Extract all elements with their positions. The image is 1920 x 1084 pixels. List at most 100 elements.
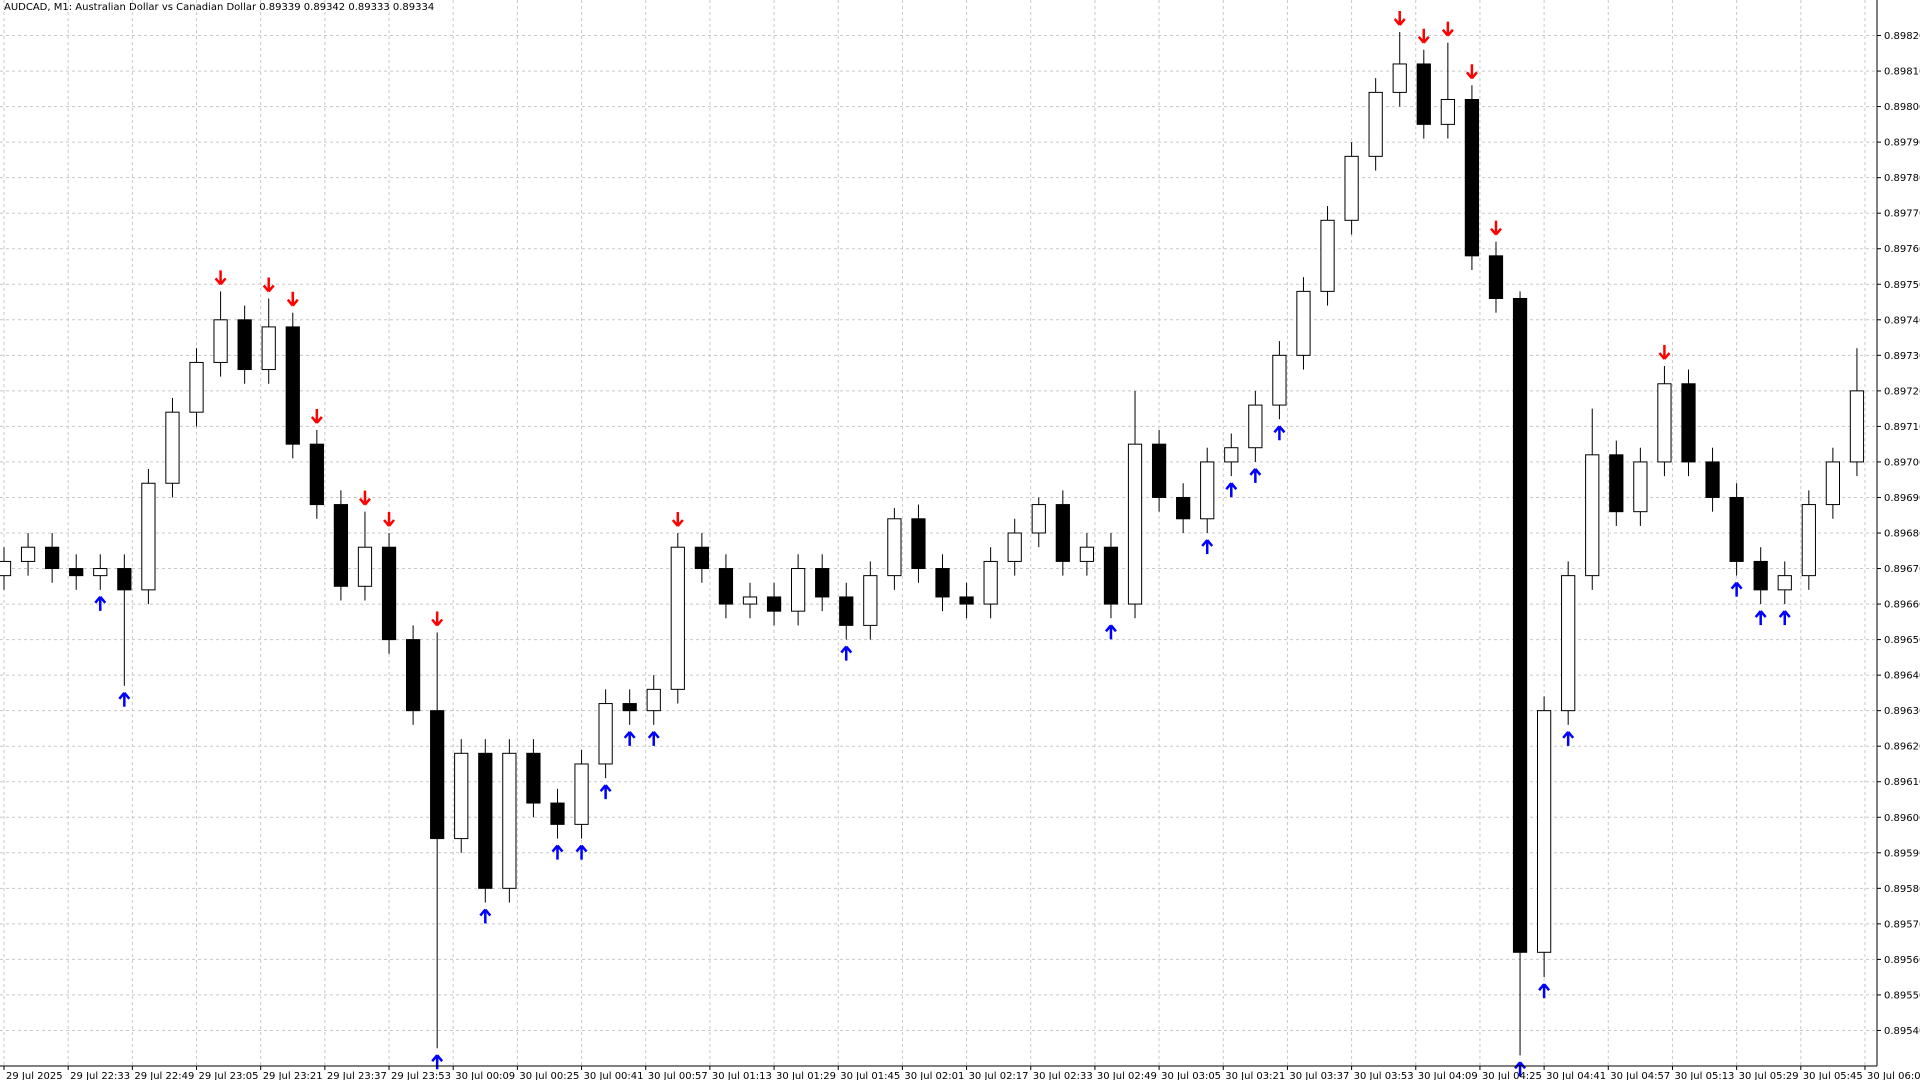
buy-arrow — [647, 731, 660, 746]
buy-arrow — [840, 645, 853, 661]
candle-body — [430, 710, 445, 840]
candle-body — [1200, 461, 1215, 520]
buy-arrow — [479, 908, 492, 924]
candle-body — [1055, 504, 1070, 562]
candle-body — [1849, 390, 1865, 463]
sell-arrow — [1441, 21, 1454, 37]
candle-body — [887, 518, 902, 577]
sell-arrow — [1490, 220, 1502, 236]
buy-arrow — [1201, 539, 1214, 554]
sell-arrow — [383, 512, 395, 527]
sell-arrow — [214, 270, 227, 286]
candle-body — [1729, 496, 1744, 562]
candle-body — [405, 639, 421, 712]
candle-body — [1320, 219, 1335, 292]
buy-arrow — [623, 731, 636, 746]
candle-body — [309, 443, 324, 506]
candle-body — [839, 596, 854, 626]
candle-body — [1031, 504, 1046, 534]
candle-body — [381, 546, 397, 641]
candle-body — [1585, 454, 1600, 577]
candle-body — [1176, 496, 1191, 520]
candle-body — [1633, 461, 1648, 513]
buy-arrow — [551, 844, 564, 860]
x-tick-label: 30 Jul 04:09 — [1418, 1071, 1478, 1080]
x-tick-label: 30 Jul 04:57 — [1610, 1071, 1670, 1080]
plot — [0, 10, 1865, 1077]
chart-title: AUDCAD, M1: Australian Dollar vs Canadia… — [4, 2, 434, 13]
candle-body — [1127, 443, 1143, 605]
x-tick-label: 30 Jul 01:29 — [776, 1071, 836, 1080]
buy-arrow — [94, 596, 107, 611]
candle-body — [742, 596, 758, 605]
x-tick-label: 30 Jul 04:25 — [1482, 1071, 1542, 1080]
candle-body — [117, 568, 132, 591]
candle-body — [598, 703, 613, 765]
candle-body — [478, 752, 493, 889]
x-tick-label: 30 Jul 04:41 — [1546, 1071, 1606, 1080]
candle-body — [502, 752, 517, 889]
x-tick-label: 29 Jul 23:37 — [327, 1071, 387, 1080]
candle-body — [454, 752, 469, 840]
candle-body — [1151, 443, 1167, 498]
x-tick-label: 29 Jul 23:53 — [391, 1071, 451, 1080]
candle-body — [165, 411, 180, 484]
candle-body — [69, 568, 84, 577]
buy-arrow — [1273, 425, 1286, 441]
sell-arrow — [359, 490, 371, 506]
sell-arrow — [431, 611, 444, 627]
candle-body — [1825, 461, 1841, 506]
candle-body — [1657, 383, 1672, 463]
buy-arrow — [118, 691, 131, 707]
candle-body — [357, 546, 373, 587]
x-tick-label: 30 Jul 02:17 — [969, 1071, 1029, 1080]
buy-arrow — [1104, 624, 1117, 640]
candle-body — [1296, 290, 1311, 356]
candle-body — [791, 568, 806, 612]
buy-arrow — [1730, 581, 1743, 597]
buy-arrow — [1754, 610, 1767, 626]
candle-body — [1368, 91, 1383, 157]
sell-arrow — [1658, 344, 1671, 360]
x-tick-label: 30 Jul 05:45 — [1803, 1071, 1863, 1080]
x-tick-label: 30 Jul 06:01 — [1867, 1071, 1920, 1080]
candle-body — [574, 763, 589, 825]
grid — [0, 0, 1877, 1066]
x-tick-label: 30 Jul 05:29 — [1739, 1071, 1799, 1080]
candle-body — [1488, 255, 1504, 299]
candle-body — [550, 802, 565, 825]
sell-arrow — [671, 512, 684, 527]
candle-body — [694, 546, 709, 570]
candle-body — [1777, 575, 1792, 591]
candle-body — [1609, 454, 1624, 513]
buy-arrow — [1778, 610, 1791, 626]
candle-body — [1705, 461, 1720, 498]
candle-body — [622, 703, 637, 712]
y-tick-label: 0.89820 — [1884, 31, 1920, 42]
candle-body — [333, 504, 349, 587]
sell-arrow — [286, 291, 299, 307]
candle-body — [141, 482, 156, 591]
x-tick-label: 30 Jul 05:13 — [1674, 1071, 1734, 1080]
